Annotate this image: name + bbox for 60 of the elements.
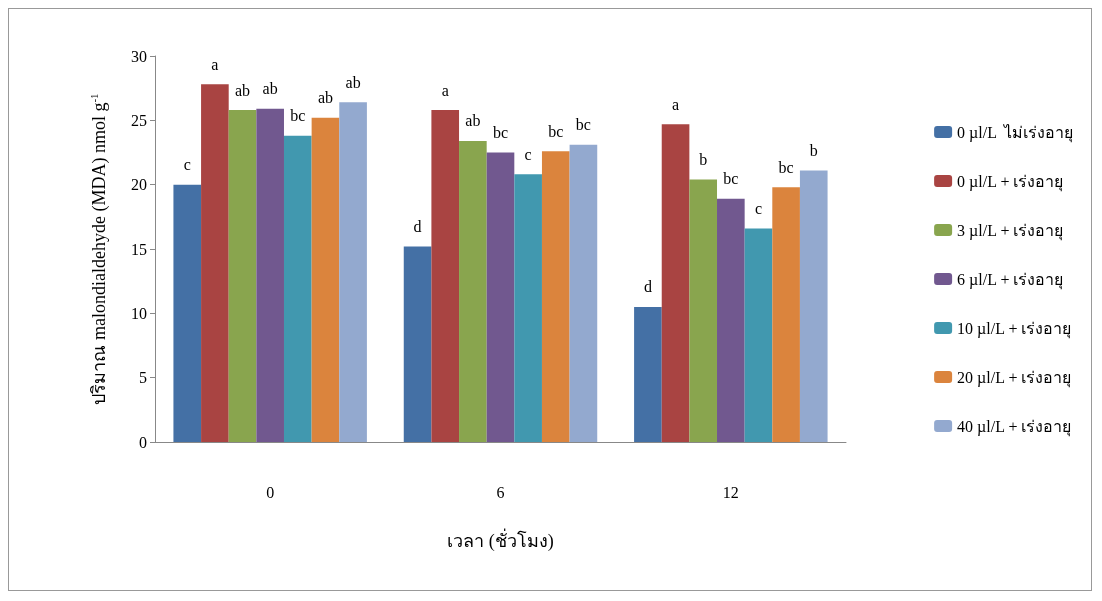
data-label: ab xyxy=(317,89,333,107)
legend-label: 10 µl/L + เร่งอายุ xyxy=(957,319,1072,339)
y-tick-label: 5 xyxy=(139,369,147,387)
data-label: b xyxy=(699,151,708,169)
y-tick-label: 10 xyxy=(131,304,147,322)
bar xyxy=(256,108,284,442)
bar xyxy=(339,102,367,442)
data-label: ab xyxy=(345,73,361,91)
y-tick-label: 15 xyxy=(131,240,147,258)
bar xyxy=(459,140,487,442)
bar xyxy=(689,179,718,442)
data-label: bc xyxy=(492,124,509,141)
bar xyxy=(431,110,460,442)
y-tick-label: 20 xyxy=(131,176,147,194)
bar xyxy=(569,144,598,442)
bar xyxy=(228,110,257,442)
bar xyxy=(514,174,542,442)
x-tick-label: 6 xyxy=(496,483,505,501)
data-label: bc xyxy=(290,107,306,125)
y-tick-label: 25 xyxy=(131,111,147,129)
data-label: c xyxy=(524,145,532,163)
y-tick-label: 30 xyxy=(131,47,147,65)
bar xyxy=(311,117,340,442)
data-label: d xyxy=(643,278,652,296)
bar xyxy=(486,152,515,442)
bar xyxy=(744,228,773,442)
bar xyxy=(772,187,800,442)
data-label: bc xyxy=(778,158,794,176)
data-label: c xyxy=(183,156,191,174)
data-label: ab xyxy=(465,112,481,130)
bar xyxy=(541,151,570,442)
bar xyxy=(403,246,432,442)
legend-label: 20 µl/L + เร่งอายุ xyxy=(957,368,1072,388)
legend-label: 6 µl/L + เร่งอายุ xyxy=(957,270,1064,290)
data-label: ab xyxy=(234,81,251,99)
bar xyxy=(201,84,229,442)
data-label: a xyxy=(672,95,680,113)
x-tick-label: 12 xyxy=(722,483,739,501)
data-label: b xyxy=(809,142,818,160)
x-tick-label: 0 xyxy=(266,483,275,501)
data-label: bc xyxy=(723,170,739,188)
bar xyxy=(717,198,745,442)
bar xyxy=(173,184,202,442)
bar xyxy=(634,306,662,442)
data-label: ab xyxy=(262,80,278,98)
bar xyxy=(283,135,312,442)
data-label: bc xyxy=(575,116,591,134)
bar xyxy=(661,124,690,442)
data-label: a xyxy=(441,81,449,99)
data-label: d xyxy=(413,217,422,235)
legend-label: 40 µl/L + เร่งอายุ xyxy=(957,417,1072,437)
legend-label: 0 µl/L ไม่เร่งอายุ xyxy=(957,122,1074,143)
y-tick-label: 0 xyxy=(139,433,147,451)
data-label: a xyxy=(211,55,219,73)
x-axis-title: เวลา (ชั่วโมง) xyxy=(447,528,554,552)
data-label: c xyxy=(754,199,763,217)
data-label: bc xyxy=(548,122,564,140)
legend-label: 3 µl/L + เร่งอายุ xyxy=(957,221,1064,241)
bar xyxy=(799,170,828,442)
legend-label: 0 µl/L + เร่งอายุ xyxy=(957,172,1064,192)
